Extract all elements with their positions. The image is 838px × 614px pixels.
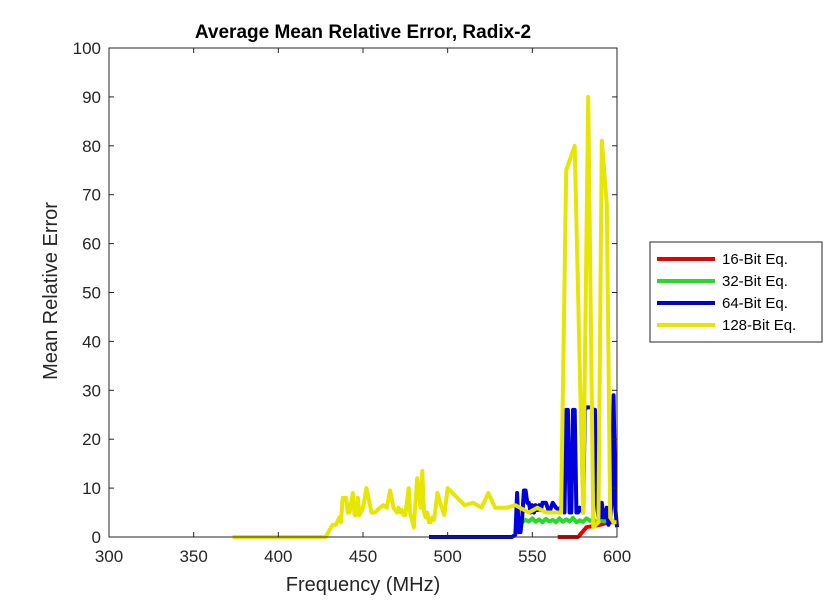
legend-label: 32-Bit Eq. bbox=[722, 273, 788, 290]
y-tick-label: 100 bbox=[73, 39, 101, 58]
x-tick-label: 450 bbox=[349, 547, 377, 566]
x-tick-label: 500 bbox=[433, 547, 461, 566]
y-tick-label: 10 bbox=[82, 479, 101, 498]
x-tick-label: 550 bbox=[518, 547, 546, 566]
axes-layer: 300 350 400 450 500 550 600 0 10 20 30 40 50 60 70 80 90… bbox=[73, 39, 632, 566]
series-line-3 bbox=[429, 393, 619, 539]
x-tick-label: 300 bbox=[95, 547, 123, 566]
series-line-2 bbox=[521, 515, 618, 525]
y-tick-label: 70 bbox=[82, 186, 101, 205]
legend: 16-Bit Eq. 32-Bit Eq. 64-Bit Eq. 128-Bit Eq… bbox=[649, 241, 823, 343]
x-tick-label: 350 bbox=[179, 547, 207, 566]
y-tick-label: 20 bbox=[82, 430, 101, 449]
y-tick-label: 80 bbox=[82, 137, 101, 156]
x-axis-label: Frequency (MHz) bbox=[286, 574, 440, 596]
x-tick-label: 400 bbox=[264, 547, 292, 566]
y-tick-label: 90 bbox=[82, 88, 101, 107]
x-tick-label: 600 bbox=[603, 547, 631, 566]
legend-label: 128-Bit Eq. bbox=[722, 317, 796, 334]
series-line-4 bbox=[232, 94, 617, 539]
legend-label: 16-Bit Eq. bbox=[722, 251, 788, 268]
y-tick-label: 50 bbox=[82, 284, 101, 303]
chart-title: Average Mean Relative Error, Radix-2 bbox=[195, 22, 531, 43]
y-tick-label: 30 bbox=[82, 381, 101, 400]
y-tick-label: 60 bbox=[82, 235, 101, 254]
legend-label: 64-Bit Eq. bbox=[722, 295, 788, 312]
y-tick-label: 0 bbox=[92, 528, 101, 547]
y-tick-label: 40 bbox=[82, 332, 101, 351]
y-axis-label: Mean Relative Error bbox=[40, 202, 62, 380]
